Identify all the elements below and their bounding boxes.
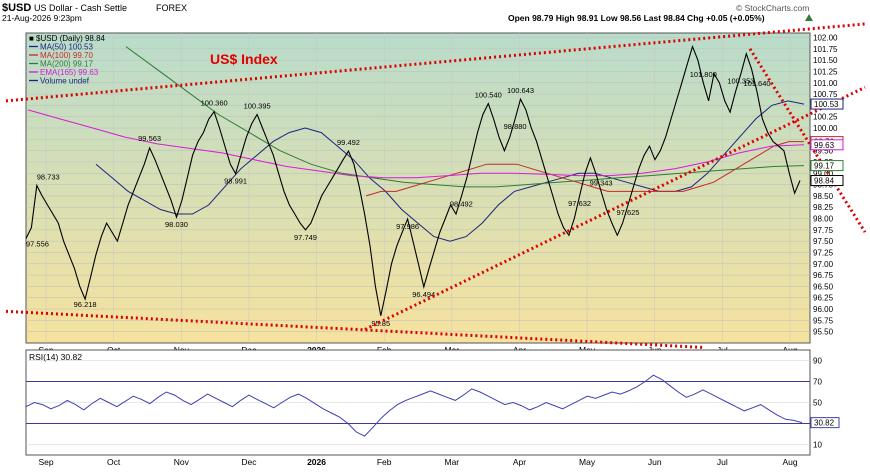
header-date: 21-Aug-2026 9:23pm <box>2 13 82 23</box>
price-ytick-label: 102.00 <box>813 34 838 43</box>
price-annotation-label: 101.800 <box>690 70 717 79</box>
price-ytick-label: 101.50 <box>813 56 838 65</box>
rsi-xtick-label: Jun <box>648 457 662 467</box>
header-exchange: FOREX <box>156 3 187 13</box>
price-tag-label: 99.17 <box>814 162 835 171</box>
price-ytick-label: 97.00 <box>813 260 834 269</box>
annotation-title: US$ Index <box>210 51 278 67</box>
price-ytick-label: 96.00 <box>813 305 834 314</box>
legend-ma100: MA(100) 99.70 <box>40 51 93 60</box>
price-ytick-label: 100.00 <box>813 124 838 133</box>
price-annotation-label: 96.218 <box>74 300 97 309</box>
rsi-tag-label: 30.82 <box>814 419 835 428</box>
price-ytick-label: 96.25 <box>813 294 834 303</box>
price-ytick-label: 95.75 <box>813 316 834 325</box>
price-ytick-label: 101.25 <box>813 67 838 76</box>
legend-ma200: MA(200) 99.17 <box>40 60 93 69</box>
price-annotation-label: 97.749 <box>294 233 317 242</box>
header-source: © StockCharts.com <box>736 3 809 13</box>
price-ytick-label: 101.00 <box>813 79 838 88</box>
price-annotation-label: 97.632 <box>568 199 591 208</box>
rsi-ytick-label: 10 <box>813 441 822 450</box>
price-annotation-label: 98.492 <box>450 199 473 208</box>
price-annotation-label: 100.360 <box>201 99 228 108</box>
rsi-xtick-label: 2026 <box>307 457 326 467</box>
price-tag <box>810 175 844 187</box>
price-annotation-label: 100.643 <box>507 86 534 95</box>
price-annotation-label: 97.986 <box>396 222 419 231</box>
price-ytick-label: 98.00 <box>813 215 834 224</box>
rsi-ytick-label: 70 <box>813 378 822 387</box>
price-tag-label: 100.53 <box>814 100 839 109</box>
price-annotation-label: 97.556 <box>26 239 49 248</box>
price-ytick-label: 97.50 <box>813 237 834 246</box>
rsi-ytick-label: 90 <box>813 357 822 366</box>
header-name: US Dollar - Cash Settle <box>34 3 127 13</box>
price-ytick-label: 99.50 <box>813 147 834 156</box>
price-ytick-label: 100.75 <box>813 90 838 99</box>
price-ytick-label: 97.75 <box>813 226 834 235</box>
price-tag <box>810 98 844 110</box>
rsi-xtick-label: Dec <box>241 457 257 467</box>
rsi-xtick-label: Apr <box>513 457 526 467</box>
price-annotation-label: 99.563 <box>138 134 161 143</box>
price-annotation-label: 99.343 <box>590 178 613 187</box>
trendline <box>5 309 706 350</box>
price-annotation-label: 98.733 <box>37 173 60 182</box>
price-ytick-label: 98.25 <box>813 203 834 212</box>
legend-volume: Volume undef <box>40 77 90 86</box>
price-annotation-label: 100.353 <box>727 77 754 86</box>
price-line <box>25 44 801 316</box>
rsi-xtick-label: Mar <box>444 457 459 467</box>
legend-ma50: MA(50) 100.53 <box>40 43 93 52</box>
rsi-xtick-label: Nov <box>174 457 190 467</box>
price-annotation-label: 99.492 <box>337 138 360 147</box>
price-tag-label: 98.84 <box>814 177 835 186</box>
rsi-xtick-label: Oct <box>107 457 121 467</box>
trendline <box>5 22 866 103</box>
price-ytick-label: 95.50 <box>813 328 834 337</box>
rsi-line <box>25 374 803 437</box>
price-annotation-label: 96.494 <box>412 290 435 299</box>
rsi-tag <box>810 417 840 429</box>
rsi-xtick-label: Feb <box>377 457 392 467</box>
legend-ema165: EMA(165) 99.63 <box>40 68 99 77</box>
ma50-line <box>95 100 805 242</box>
header-ohlc: Open 98.79 High 98.91 Low 98.56 Last 98.… <box>508 13 765 23</box>
price-annotation-label: 101.640 <box>743 79 770 88</box>
price-annotation-label: 97.625 <box>617 208 640 217</box>
price-tag <box>810 160 844 172</box>
price-panel-background <box>25 32 811 344</box>
header-symbol: $USD <box>2 2 31 14</box>
price-ytick-label: 96.50 <box>813 282 834 291</box>
ma100-line <box>365 141 804 197</box>
price-ytick-label: 100.25 <box>813 113 838 122</box>
price-ytick-label: 96.75 <box>813 271 834 280</box>
price-annotation-label: 98.557 <box>794 0 817 2</box>
rsi-title: RSI(14) 30.82 <box>29 352 82 362</box>
price-ytick-label: 99.00 <box>813 169 834 178</box>
price-annotation-label: 98.880 <box>504 122 527 131</box>
rsi-xtick-label: Aug <box>782 457 797 467</box>
price-annotation-label: 98.030 <box>165 220 188 229</box>
price-ytick-label: 98.50 <box>813 192 834 201</box>
rsi-xtick-label: May <box>579 457 596 467</box>
price-tag-label: 99.63 <box>814 141 835 150</box>
price-annotation-label: 100.395 <box>244 101 271 110</box>
rsi-xtick-label: Jul <box>717 457 728 467</box>
price-ytick-label: 101.75 <box>813 45 838 54</box>
price-ytick-label: 97.25 <box>813 248 834 257</box>
ema165-line <box>27 109 805 179</box>
price-annotation-label: 100.540 <box>475 91 502 100</box>
rsi-xtick-label: Sep <box>38 457 53 467</box>
price-tag <box>810 139 844 151</box>
price-annotation-label: 98.991 <box>224 177 247 186</box>
rsi-ytick-label: 50 <box>813 399 822 408</box>
trendline <box>748 48 867 233</box>
up-triangle-icon <box>805 14 813 21</box>
legend-price: ■ $USD (Daily) 98.84 <box>29 34 106 43</box>
